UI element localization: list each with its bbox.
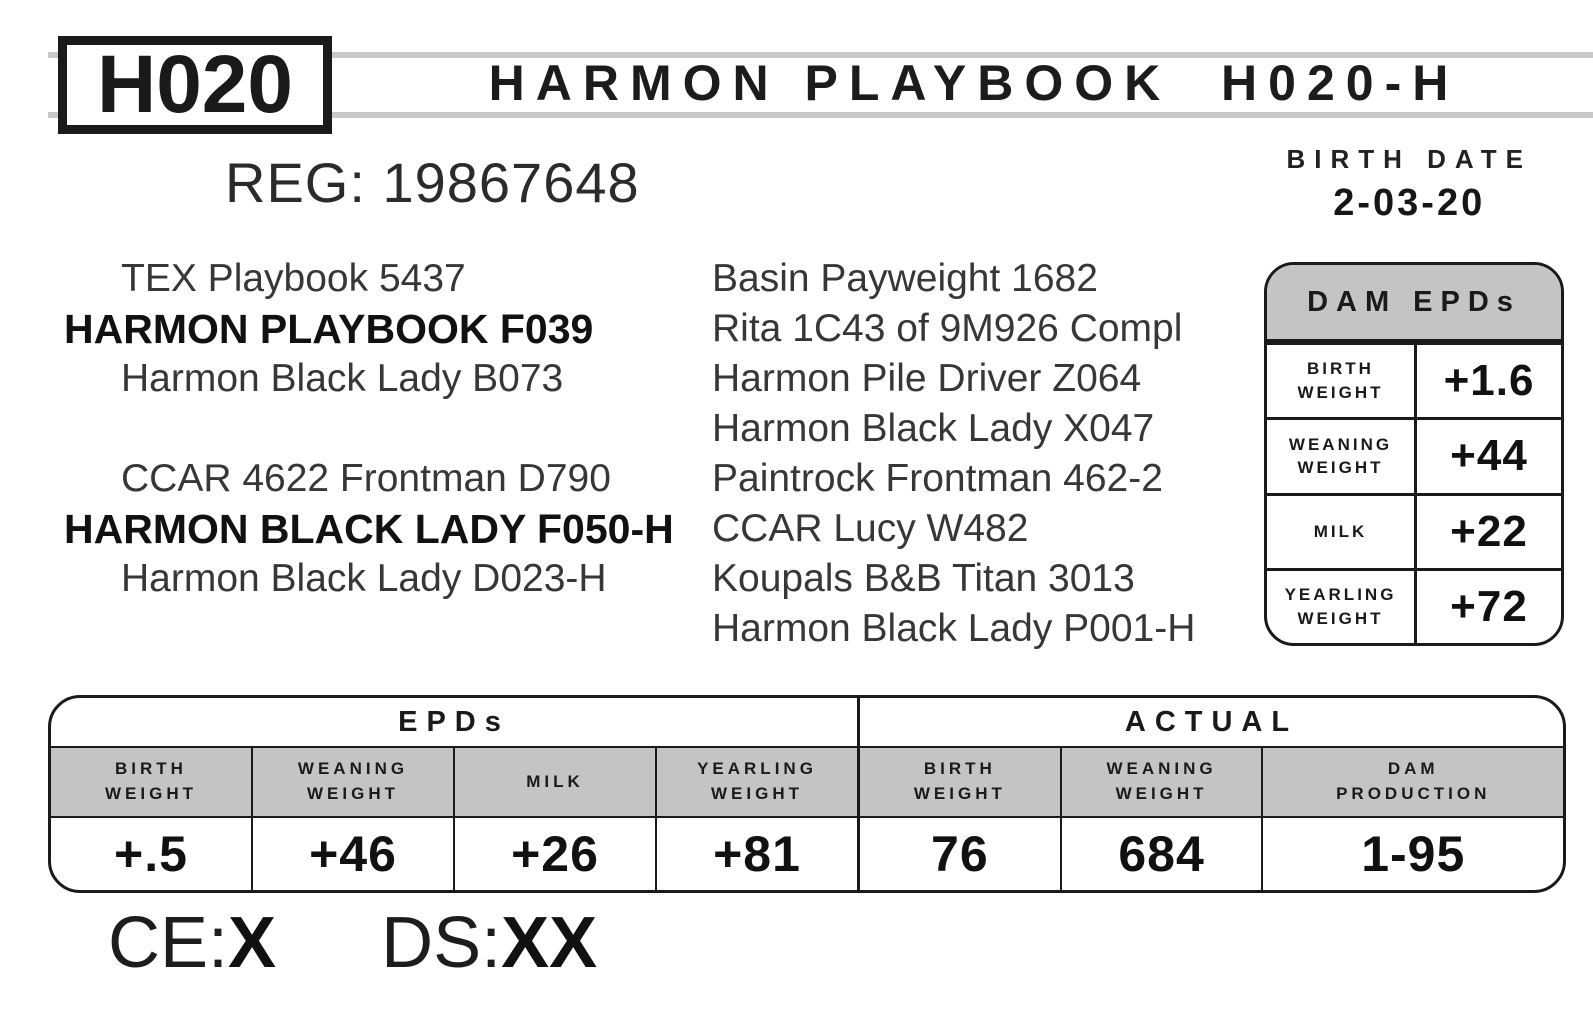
great-grandparent: Harmon Black Lady P001-H xyxy=(712,607,1196,650)
actual-column-weaning-weight: WEANING WEIGHT 684 xyxy=(1059,746,1262,890)
column-value: 76 xyxy=(931,826,989,882)
dam-epds-row-weaning-weight: WEANING WEIGHT +44 xyxy=(1267,417,1561,493)
column-label: WEANING WEIGHT xyxy=(1061,746,1262,818)
pedigree-spacer xyxy=(64,404,704,454)
dam-epds-row-label: YEARLING WEIGHT xyxy=(1267,570,1417,643)
paternal-granddam: Harmon Black Lady B073 xyxy=(121,357,564,400)
column-value: +.5 xyxy=(114,826,188,882)
dam-epds-row-value: +22 xyxy=(1450,506,1528,556)
ds-value: XX xyxy=(501,903,598,983)
epds-column-yearling-weight: YEARLING WEIGHT +81 xyxy=(655,746,857,890)
pedigree-great-grandparent-column: Basin Payweight 1682 Rita 1C43 of 9M926 … xyxy=(712,254,1272,654)
ce-value: X xyxy=(228,903,277,983)
dam-epds-table: DAM EPDs BIRTH WEIGHT +1.6 WEANING WEIGH… xyxy=(1264,262,1564,646)
great-grandparent: Rita 1C43 of 9M926 Compl xyxy=(712,307,1183,350)
performance-table: EPDs BIRTH WEIGHT +.5 WEANING WEIGHT +46… xyxy=(48,695,1566,893)
dam-epds-row-milk: MILK +22 xyxy=(1267,492,1561,568)
dam-epds-row-label: MILK xyxy=(1267,495,1417,568)
animal-title: HARMON PLAYBOOK H020-H xyxy=(488,55,1460,111)
great-grandparent: Koupals B&B Titan 3013 xyxy=(712,557,1135,600)
actual-column-dam-production: DAM PRODUCTION 1-95 xyxy=(1261,746,1563,890)
dam-epds-row-value: +1.6 xyxy=(1443,356,1535,406)
lot-tag: H020 xyxy=(96,39,294,130)
great-grandparent: Paintrock Frontman 462-2 xyxy=(712,457,1163,500)
lot-tag-box: H020 xyxy=(58,36,332,134)
epds-column-milk: MILK +26 xyxy=(453,746,655,890)
column-value: +26 xyxy=(511,826,599,882)
column-label: YEARLING WEIGHT xyxy=(657,746,857,818)
registration-number: REG: 19867648 xyxy=(225,151,640,214)
dam-epds-row-label: WEANING WEIGHT xyxy=(1267,420,1417,493)
column-value: 684 xyxy=(1118,826,1205,882)
column-value: +81 xyxy=(713,826,801,882)
actual-section-header: ACTUAL xyxy=(1124,705,1299,738)
dam-epds-row-value: +44 xyxy=(1450,431,1528,481)
great-grandparent: Harmon Pile Driver Z064 xyxy=(712,357,1142,400)
column-value: +46 xyxy=(309,826,397,882)
ce-label: CE: xyxy=(108,903,229,983)
dam-epds-row-label: BIRTH WEIGHT xyxy=(1267,345,1417,418)
epds-column-birth-weight: BIRTH WEIGHT +.5 xyxy=(51,746,251,890)
birth-date-label: BIRTH DATE xyxy=(1286,144,1532,174)
dam-epds-row-value: +72 xyxy=(1450,581,1528,631)
sire-name: HARMON PLAYBOOK F039 xyxy=(64,306,594,352)
paternal-grandsire: TEX Playbook 5437 xyxy=(121,257,466,300)
column-value: 1-95 xyxy=(1361,826,1466,882)
column-label: BIRTH WEIGHT xyxy=(51,746,251,818)
maternal-granddam: Harmon Black Lady D023-H xyxy=(121,557,607,600)
epds-column-weaning-weight: WEANING WEIGHT +46 xyxy=(251,746,453,890)
dam-name: HARMON BLACK LADY F050-H xyxy=(64,506,674,552)
pedigree-parent-column: TEX Playbook 5437 HARMON PLAYBOOK F039 H… xyxy=(64,254,704,604)
dam-epds-row-yearling-weight: YEARLING WEIGHT +72 xyxy=(1267,567,1561,643)
birth-date-value: 2-03-20 xyxy=(1333,182,1486,224)
column-label: DAM PRODUCTION xyxy=(1263,746,1563,818)
great-grandparent: Harmon Black Lady X047 xyxy=(712,407,1155,450)
column-label: MILK xyxy=(455,746,655,818)
epds-section: EPDs BIRTH WEIGHT +.5 WEANING WEIGHT +46… xyxy=(51,698,860,890)
epds-columns: BIRTH WEIGHT +.5 WEANING WEIGHT +46 MILK… xyxy=(51,746,857,890)
epds-section-header: EPDs xyxy=(398,705,510,738)
header-rule-bottom xyxy=(48,112,1593,118)
birth-date-block: BIRTH DATE 2-03-20 xyxy=(1286,144,1532,225)
actual-columns: BIRTH WEIGHT 76 WEANING WEIGHT 684 DAM P… xyxy=(860,746,1563,890)
great-grandparent: CCAR Lucy W482 xyxy=(712,507,1029,550)
ce-ds-line: CE:X DS:XX xyxy=(108,902,597,984)
header-rule-top xyxy=(48,52,1593,58)
actual-column-birth-weight: BIRTH WEIGHT 76 xyxy=(860,746,1060,890)
actual-section: ACTUAL BIRTH WEIGHT 76 WEANING WEIGHT 68… xyxy=(860,698,1563,890)
maternal-grandsire: CCAR 4622 Frontman D790 xyxy=(121,457,611,500)
great-grandparent: Basin Payweight 1682 xyxy=(712,257,1098,300)
ds-label: DS: xyxy=(381,903,502,983)
dam-epds-title: DAM EPDs xyxy=(1267,265,1561,342)
dam-epds-row-birth-weight: BIRTH WEIGHT +1.6 xyxy=(1267,342,1561,418)
column-label: WEANING WEIGHT xyxy=(253,746,453,818)
column-label: BIRTH WEIGHT xyxy=(860,746,1060,818)
